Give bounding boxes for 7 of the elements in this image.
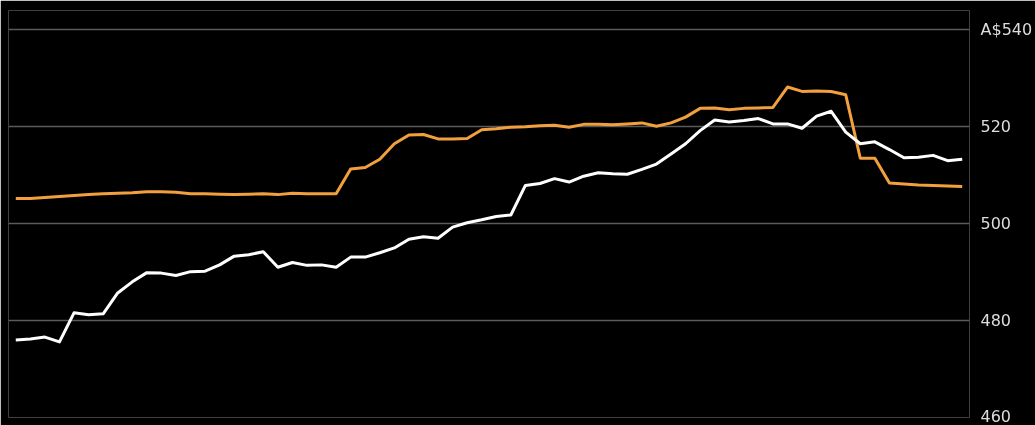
y-tick-label: 460 <box>980 406 1012 425</box>
y-tick-label: 500 <box>980 214 1012 234</box>
y-tick-label: 480 <box>980 311 1012 331</box>
line-series <box>14 109 964 344</box>
line-series <box>14 85 964 200</box>
y-tick-label: 520 <box>980 117 1012 137</box>
y-tick-label: A$540 <box>980 20 1033 40</box>
